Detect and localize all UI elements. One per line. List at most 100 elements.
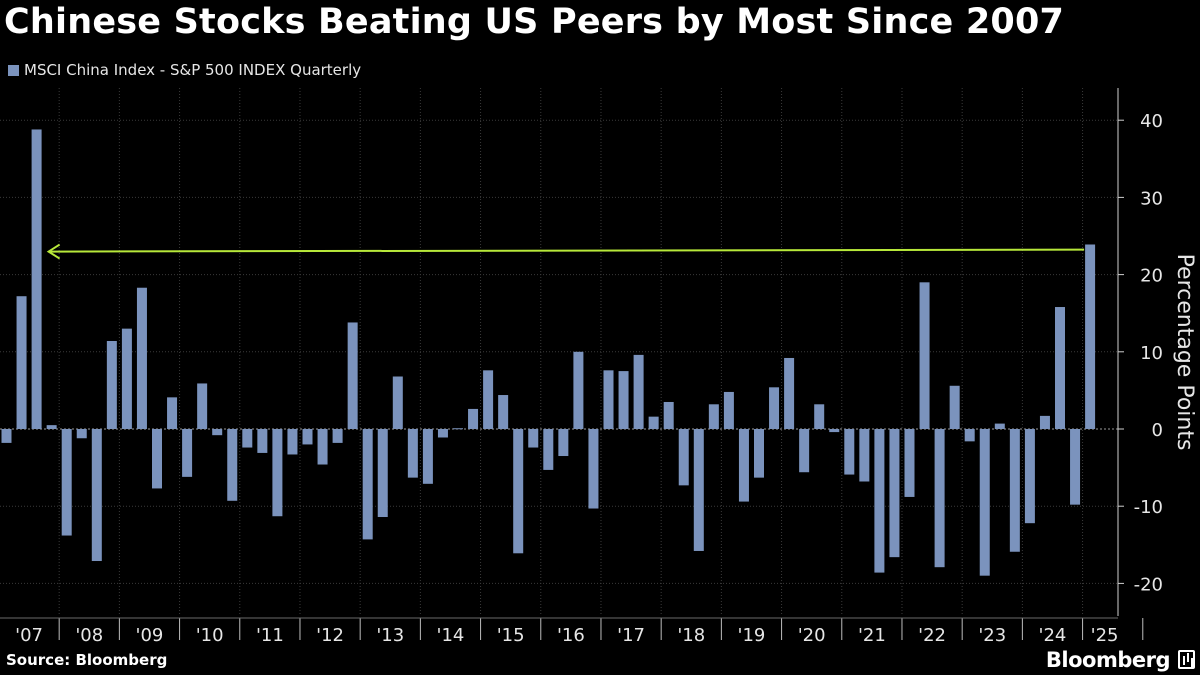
- bar: [46, 425, 57, 429]
- chart: -20 -10 0 10 20 30 40 '07 '08 '09 '10 '11 '12 '13 '14 '…: [0, 88, 1197, 645]
- bar: [242, 429, 253, 448]
- bar: [528, 429, 539, 448]
- legend: MSCI China Index - S&P 500 INDEX Quarter…: [8, 61, 361, 79]
- bar: [573, 351, 584, 429]
- bar: [106, 340, 117, 429]
- bar: [1055, 307, 1065, 429]
- bar: [874, 429, 885, 573]
- bar: [483, 370, 494, 429]
- bar: [859, 429, 870, 482]
- x-tick-label: '13: [376, 625, 404, 645]
- bar: [513, 429, 524, 554]
- x-tick-label: '12: [316, 625, 344, 645]
- x-tick-label: '10: [196, 625, 224, 645]
- bar: [317, 429, 328, 465]
- bar: [1085, 244, 1096, 429]
- x-tick-label: '08: [75, 625, 103, 645]
- bar: [468, 408, 479, 429]
- bar: [618, 371, 629, 429]
- y-tick-label: 30: [1140, 188, 1163, 209]
- bar: [182, 429, 193, 477]
- x-tick-label: '14: [437, 625, 465, 645]
- bar: [257, 429, 268, 453]
- y-tick-label: 10: [1140, 343, 1163, 364]
- x-tick-label: '16: [557, 625, 585, 645]
- x-tick-label: '24: [1039, 625, 1067, 645]
- bar: [212, 429, 223, 436]
- bar: [453, 428, 463, 430]
- brand-logo-text: Bloomberg: [1045, 648, 1171, 672]
- bar: [152, 429, 162, 489]
- bar: [588, 429, 599, 509]
- bar: [829, 429, 840, 433]
- x-tick-label: '09: [136, 625, 164, 645]
- bar: [799, 429, 810, 473]
- bar: [678, 429, 689, 486]
- bar: [708, 404, 719, 429]
- bar: [889, 429, 900, 558]
- y-tick-label: 40: [1140, 111, 1163, 132]
- bar: [814, 404, 825, 429]
- bar: [227, 429, 238, 501]
- x-tick-label: '15: [497, 625, 525, 645]
- bar: [392, 376, 403, 429]
- bar: [377, 429, 388, 518]
- x-tick-label: '19: [738, 625, 766, 645]
- bar: [994, 423, 1005, 429]
- bar: [1070, 429, 1081, 505]
- bar: [362, 429, 373, 540]
- bar: [347, 322, 358, 429]
- bar: [603, 370, 614, 429]
- bar: [1039, 415, 1050, 429]
- x-tick-label: '11: [256, 625, 284, 645]
- bloomberg-chart-icon: [1178, 650, 1195, 669]
- y-tick-label: -20: [1134, 574, 1163, 595]
- y-tick-label: 20: [1140, 266, 1163, 287]
- bar: [1024, 429, 1035, 524]
- bar: [633, 354, 644, 429]
- bar: [844, 429, 855, 475]
- bar: [738, 429, 749, 502]
- bar: [543, 429, 554, 470]
- bar: [1009, 429, 1020, 552]
- x-tick-label: '17: [617, 625, 645, 645]
- bar: [919, 282, 930, 429]
- x-tick-label: '18: [677, 625, 705, 645]
- bar: [121, 328, 132, 429]
- bar: [558, 429, 569, 457]
- bar: [76, 429, 87, 439]
- bar: [1, 429, 12, 443]
- source-note: Source: Bloomberg: [6, 651, 168, 669]
- bar: [197, 383, 208, 429]
- x-tick-label: '23: [978, 625, 1006, 645]
- bar: [964, 429, 975, 442]
- bar: [332, 429, 343, 443]
- x-tick-label: '22: [918, 625, 946, 645]
- y-axis-label: Percentage Points: [1172, 254, 1197, 451]
- bar: [136, 287, 147, 429]
- bar: [61, 429, 72, 536]
- bar: [663, 401, 674, 429]
- legend-label: MSCI China Index - S&P 500 INDEX Quarter…: [24, 61, 362, 79]
- bar: [16, 296, 27, 429]
- bar: [693, 429, 704, 551]
- bar: [769, 387, 780, 429]
- legend-swatch: [8, 64, 19, 76]
- x-tick-label: '07: [15, 625, 43, 645]
- bar: [498, 395, 509, 429]
- y-tick-label: 0: [1152, 420, 1163, 441]
- bar: [31, 129, 42, 430]
- bar: [422, 429, 433, 484]
- bar: [784, 357, 795, 429]
- bar: [979, 429, 990, 576]
- x-tick-label: '25: [1091, 625, 1119, 645]
- bar: [287, 429, 298, 455]
- x-tick-label: '21: [858, 625, 886, 645]
- bar: [949, 385, 960, 429]
- bar: [723, 391, 734, 429]
- bar: [91, 429, 102, 562]
- bar: [272, 429, 283, 517]
- bar: [648, 416, 659, 429]
- bar: [437, 429, 448, 438]
- bar: [754, 429, 764, 478]
